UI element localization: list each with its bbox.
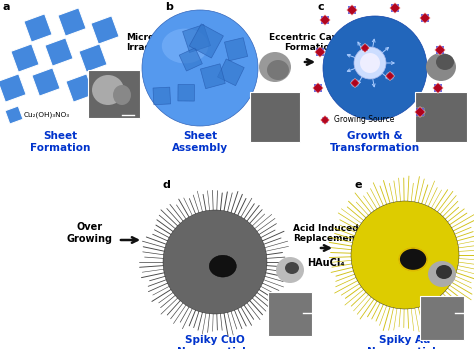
Polygon shape [218, 59, 244, 86]
Polygon shape [433, 83, 444, 94]
Polygon shape [5, 106, 23, 124]
Polygon shape [436, 46, 444, 54]
Polygon shape [434, 84, 442, 92]
Polygon shape [415, 106, 426, 118]
FancyBboxPatch shape [415, 92, 467, 142]
Polygon shape [316, 48, 324, 56]
Polygon shape [387, 73, 393, 79]
Ellipse shape [436, 265, 452, 279]
Ellipse shape [436, 54, 454, 70]
Text: Eccentric Cavity
Formation: Eccentric Cavity Formation [269, 33, 351, 52]
Polygon shape [79, 44, 107, 72]
Text: c: c [318, 2, 325, 12]
Polygon shape [182, 24, 210, 53]
Polygon shape [362, 45, 368, 51]
Circle shape [323, 16, 427, 120]
Text: HAuCl₄: HAuCl₄ [307, 258, 345, 268]
Polygon shape [0, 74, 26, 102]
Circle shape [142, 10, 258, 126]
Text: Growth &
Transformation: Growth & Transformation [330, 131, 420, 153]
Ellipse shape [276, 257, 304, 283]
Text: Over
Growing: Over Growing [67, 222, 113, 244]
Text: e: e [355, 180, 363, 190]
Polygon shape [225, 38, 248, 61]
Text: b: b [165, 2, 173, 12]
Polygon shape [58, 8, 86, 36]
Polygon shape [314, 84, 322, 92]
Ellipse shape [428, 261, 456, 287]
Polygon shape [391, 4, 399, 12]
Text: Spiky Au
Nanoparticle: Spiky Au Nanoparticle [367, 335, 443, 349]
Ellipse shape [267, 60, 289, 80]
Polygon shape [315, 46, 326, 58]
FancyBboxPatch shape [88, 70, 140, 118]
Text: a: a [3, 2, 10, 12]
Polygon shape [320, 115, 329, 125]
Text: Microwave
Irradiation: Microwave Irradiation [126, 33, 180, 52]
Circle shape [351, 201, 459, 309]
Polygon shape [322, 117, 328, 123]
Ellipse shape [426, 53, 456, 81]
Polygon shape [360, 43, 370, 53]
Text: Acid Induced: Acid Induced [293, 224, 359, 233]
Polygon shape [416, 108, 424, 116]
Circle shape [354, 47, 386, 79]
Polygon shape [350, 78, 360, 88]
Polygon shape [419, 13, 430, 23]
Ellipse shape [259, 52, 291, 82]
Polygon shape [24, 14, 52, 42]
Ellipse shape [92, 75, 124, 105]
Text: Sheet
Assembly: Sheet Assembly [172, 131, 228, 153]
Polygon shape [421, 14, 429, 22]
Polygon shape [201, 64, 225, 89]
Polygon shape [45, 38, 73, 66]
Text: Growing Source: Growing Source [334, 116, 394, 125]
Ellipse shape [210, 255, 237, 277]
Polygon shape [321, 16, 329, 24]
Text: Cu₂(OH)₃NO₃: Cu₂(OH)₃NO₃ [24, 112, 70, 118]
Polygon shape [32, 68, 60, 96]
Ellipse shape [399, 248, 427, 271]
Polygon shape [66, 74, 94, 102]
Polygon shape [319, 15, 330, 25]
Text: Sheet
Formation: Sheet Formation [30, 131, 90, 153]
FancyBboxPatch shape [250, 92, 300, 142]
Polygon shape [348, 6, 356, 14]
Polygon shape [352, 80, 358, 86]
Polygon shape [189, 24, 223, 58]
FancyBboxPatch shape [268, 292, 312, 336]
Ellipse shape [113, 85, 131, 105]
Polygon shape [385, 71, 395, 81]
Circle shape [360, 53, 380, 73]
Text: Spiky CuO
Nanoparticle: Spiky CuO Nanoparticle [177, 335, 253, 349]
Text: d: d [163, 180, 171, 190]
Ellipse shape [162, 29, 208, 64]
Ellipse shape [285, 262, 299, 274]
Polygon shape [11, 44, 39, 72]
Polygon shape [153, 87, 171, 105]
Polygon shape [178, 84, 194, 101]
FancyBboxPatch shape [420, 296, 464, 340]
Polygon shape [179, 48, 202, 71]
Circle shape [163, 210, 267, 314]
Polygon shape [390, 2, 401, 14]
Polygon shape [91, 16, 119, 44]
Text: Replacement: Replacement [293, 234, 359, 243]
Polygon shape [346, 5, 357, 15]
Polygon shape [435, 45, 446, 55]
Polygon shape [312, 83, 323, 94]
